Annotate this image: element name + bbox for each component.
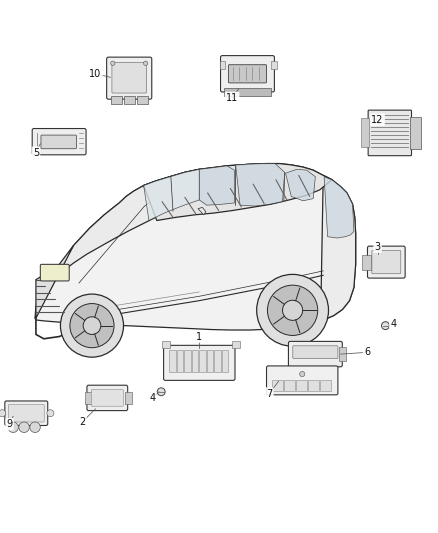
Circle shape — [143, 61, 148, 66]
Text: 2: 2 — [79, 417, 85, 427]
Circle shape — [268, 285, 318, 335]
Text: 1: 1 — [196, 332, 202, 342]
FancyBboxPatch shape — [112, 62, 146, 93]
FancyBboxPatch shape — [111, 96, 123, 104]
FancyBboxPatch shape — [214, 350, 221, 372]
Circle shape — [70, 304, 114, 348]
FancyBboxPatch shape — [362, 255, 371, 270]
FancyBboxPatch shape — [163, 345, 235, 381]
Circle shape — [8, 422, 18, 432]
FancyBboxPatch shape — [5, 401, 48, 425]
Text: 4: 4 — [390, 319, 396, 329]
FancyBboxPatch shape — [124, 392, 131, 403]
Circle shape — [381, 322, 389, 329]
FancyBboxPatch shape — [320, 380, 331, 391]
Text: 10: 10 — [89, 69, 102, 79]
Polygon shape — [35, 164, 356, 330]
FancyBboxPatch shape — [284, 380, 295, 391]
FancyBboxPatch shape — [40, 264, 69, 281]
Polygon shape — [321, 175, 356, 321]
Circle shape — [30, 422, 40, 432]
FancyBboxPatch shape — [367, 246, 405, 278]
FancyBboxPatch shape — [368, 110, 411, 156]
FancyBboxPatch shape — [296, 380, 307, 391]
FancyBboxPatch shape — [410, 117, 420, 149]
Text: 7: 7 — [266, 389, 272, 399]
FancyBboxPatch shape — [272, 380, 283, 391]
Circle shape — [83, 317, 101, 335]
Circle shape — [283, 300, 303, 320]
FancyBboxPatch shape — [177, 350, 184, 372]
Text: 11: 11 — [226, 93, 238, 103]
FancyBboxPatch shape — [184, 350, 191, 372]
Circle shape — [19, 422, 29, 432]
FancyBboxPatch shape — [192, 350, 198, 372]
Circle shape — [157, 388, 165, 395]
FancyBboxPatch shape — [288, 342, 342, 367]
FancyBboxPatch shape — [106, 57, 152, 99]
FancyBboxPatch shape — [219, 61, 225, 69]
Circle shape — [257, 274, 328, 346]
FancyBboxPatch shape — [32, 128, 86, 155]
Polygon shape — [236, 164, 285, 206]
Circle shape — [60, 294, 124, 357]
FancyBboxPatch shape — [41, 135, 77, 149]
Polygon shape — [286, 169, 315, 201]
Text: 12: 12 — [371, 115, 384, 125]
FancyBboxPatch shape — [308, 380, 319, 391]
FancyBboxPatch shape — [222, 350, 229, 372]
Circle shape — [110, 61, 115, 66]
Polygon shape — [324, 177, 354, 238]
FancyBboxPatch shape — [339, 347, 346, 361]
Text: 9: 9 — [7, 419, 13, 429]
FancyBboxPatch shape — [91, 390, 124, 406]
Polygon shape — [144, 164, 332, 221]
Polygon shape — [35, 169, 199, 318]
FancyBboxPatch shape — [207, 350, 213, 372]
FancyBboxPatch shape — [271, 61, 277, 69]
Polygon shape — [199, 166, 234, 205]
FancyBboxPatch shape — [87, 385, 128, 410]
FancyBboxPatch shape — [229, 64, 266, 83]
FancyBboxPatch shape — [138, 96, 148, 104]
FancyBboxPatch shape — [199, 350, 206, 372]
FancyBboxPatch shape — [124, 96, 135, 104]
FancyBboxPatch shape — [8, 405, 44, 422]
Circle shape — [300, 372, 305, 377]
FancyBboxPatch shape — [372, 251, 401, 274]
FancyBboxPatch shape — [224, 87, 271, 96]
FancyBboxPatch shape — [162, 342, 170, 349]
Polygon shape — [198, 207, 206, 215]
FancyBboxPatch shape — [232, 342, 240, 349]
Circle shape — [47, 410, 54, 417]
FancyBboxPatch shape — [85, 392, 92, 403]
Text: 6: 6 — [364, 348, 370, 357]
Text: 3: 3 — [374, 242, 381, 252]
Polygon shape — [36, 246, 74, 318]
FancyBboxPatch shape — [220, 55, 274, 92]
Text: 4: 4 — [149, 393, 155, 403]
FancyBboxPatch shape — [293, 346, 338, 359]
FancyBboxPatch shape — [169, 350, 176, 372]
Circle shape — [0, 410, 6, 417]
Text: 5: 5 — [33, 148, 39, 158]
FancyBboxPatch shape — [360, 118, 370, 147]
FancyBboxPatch shape — [266, 366, 338, 395]
Polygon shape — [144, 169, 199, 221]
